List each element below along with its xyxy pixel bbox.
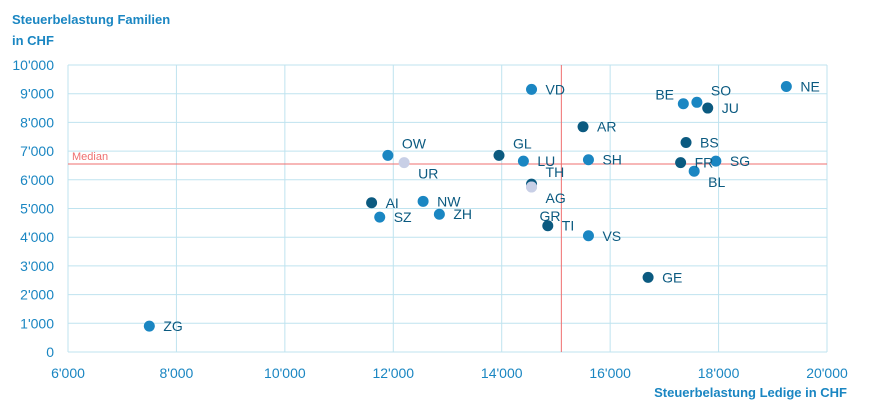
axis-ticks: 0 1'000 2'000 3'000 4'000 5'000 6'000 7'000 8'00… <box>12 57 848 381</box>
point-gr <box>526 181 538 193</box>
point-label-zh: ZH <box>453 206 472 222</box>
point-label-sg: SG <box>730 153 750 169</box>
point-ur <box>398 157 410 169</box>
point-zh <box>433 208 445 220</box>
x-tick-label: 14'000 <box>481 365 523 381</box>
point-label-sz: SZ <box>394 209 412 225</box>
point-vs <box>582 230 594 242</box>
point-label-th: TH <box>546 164 565 180</box>
point-lu <box>517 155 529 167</box>
point-label-ow: OW <box>402 135 427 151</box>
point-gl <box>493 149 505 161</box>
x-tick-label: 8'000 <box>160 365 194 381</box>
point-label-ti: TI <box>562 218 574 234</box>
point-ne <box>780 81 792 93</box>
x-tick-label: 20'000 <box>806 365 848 381</box>
point-sz <box>374 211 386 223</box>
point-so <box>691 96 703 108</box>
y-tick-label: 8'000 <box>20 114 54 130</box>
median-label: Median <box>72 151 108 163</box>
x-tick-label: 6'000 <box>51 365 85 381</box>
point-sh <box>582 154 594 166</box>
point-label-so: SO <box>711 82 731 98</box>
point-label-lu: LU <box>537 153 555 169</box>
point-zg <box>143 320 155 332</box>
point-label-gl: GL <box>513 135 532 151</box>
point-label-sh: SH <box>602 152 621 168</box>
point-sg <box>710 155 722 167</box>
point-label-ju: JU <box>722 100 739 116</box>
point-ow <box>382 149 394 161</box>
point-nw <box>417 195 429 207</box>
point-label-vs: VS <box>602 228 621 244</box>
y-tick-label: 6'000 <box>20 172 54 188</box>
y-tick-label: 10'000 <box>12 57 54 73</box>
point-ti <box>542 220 554 232</box>
point-bl <box>688 165 700 177</box>
grid <box>67 64 828 353</box>
point-label-ar: AR <box>597 119 616 135</box>
data-points <box>143 81 792 332</box>
point-label-zg: ZG <box>163 318 182 334</box>
point-label-gr: GR <box>540 208 561 224</box>
y-tick-label: 9'000 <box>20 86 54 102</box>
point-ju <box>702 102 714 114</box>
median-lines: Median <box>68 65 827 352</box>
point-ar <box>577 121 589 133</box>
y-tick-label: 2'000 <box>20 287 54 303</box>
point-label-ur: UR <box>418 166 438 182</box>
point-fr <box>675 157 687 169</box>
point-label-bl: BL <box>708 174 725 190</box>
y-tick-label: 5'000 <box>20 201 54 217</box>
point-vd <box>526 83 538 95</box>
point-label-ge: GE <box>662 269 682 285</box>
y-tick-label: 3'000 <box>20 258 54 274</box>
point-label-bs: BS <box>700 134 719 150</box>
point-be <box>677 98 689 110</box>
point-label-be: BE <box>655 87 674 103</box>
point-bs <box>680 136 692 148</box>
y-axis-title-line-1: Steuerbelastung Familien <box>12 12 171 27</box>
point-ge <box>642 271 654 283</box>
x-tick-label: 12'000 <box>372 365 414 381</box>
point-label-ne: NE <box>800 79 819 95</box>
point-label-ai: AI <box>386 195 399 211</box>
y-tick-label: 7'000 <box>20 143 54 159</box>
point-label-nw: NW <box>437 193 461 209</box>
point-ai <box>366 197 378 209</box>
point-label-fr: FR <box>695 155 714 171</box>
y-tick-label: 0 <box>46 344 54 360</box>
x-tick-label: 16'000 <box>589 365 631 381</box>
point-label-ag: AG <box>546 190 566 206</box>
point-label-vd: VD <box>546 81 565 97</box>
y-tick-label: 1'000 <box>20 315 54 331</box>
x-tick-label: 10'000 <box>264 365 306 381</box>
x-tick-label: 18'000 <box>698 365 740 381</box>
x-axis-title: Steuerbelastung Ledige in CHF <box>654 385 847 400</box>
y-tick-label: 4'000 <box>20 229 54 245</box>
y-axis-title-line-2: in CHF <box>12 33 54 48</box>
